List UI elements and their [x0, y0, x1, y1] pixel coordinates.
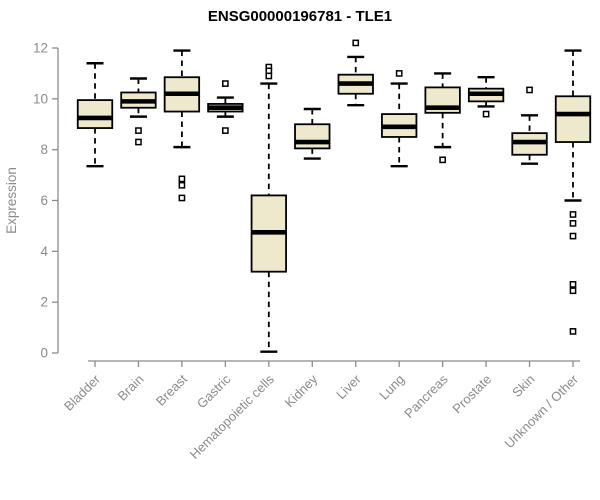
x-tick-label-pancreas: Pancreas	[401, 371, 451, 421]
x-tick-label-breast: Breast	[153, 371, 190, 408]
iqr-box	[554, 95, 592, 143]
outlier-point	[135, 127, 142, 134]
x-tick-label-gastric: Gastric	[194, 371, 234, 411]
y-tick-label: 2	[40, 295, 48, 310]
y-axis-title: Expression	[4, 167, 19, 234]
iqr-box	[294, 123, 331, 150]
outlier-point	[178, 175, 186, 183]
x-tick-label-brain: Brain	[115, 372, 147, 404]
outlier-point	[135, 138, 142, 146]
outlier-point	[569, 328, 577, 335]
outlier-point	[222, 127, 229, 134]
outlier-point	[569, 232, 577, 240]
y-tick-label: 12	[33, 41, 48, 56]
y-tick-label: 0	[40, 346, 48, 361]
box-gastric	[207, 80, 244, 134]
outlier-point	[439, 156, 446, 164]
x-tick-label-unknown-other: Unknown / Other	[502, 371, 582, 451]
x-tick-label-bladder: Bladder	[61, 371, 104, 414]
y-tick-label: 10	[33, 91, 48, 106]
box-lung	[381, 70, 418, 168]
x-tick-label-lung: Lung	[376, 372, 407, 403]
y-tick-label: 4	[40, 244, 48, 259]
box-bladder	[76, 62, 114, 168]
box-prostate	[467, 76, 505, 118]
y-tick-label: 8	[40, 142, 48, 157]
outlier-point	[526, 86, 533, 94]
outlier-point	[569, 281, 577, 288]
x-tick-label-liver: Liver	[333, 371, 364, 402]
x-tick-label-hematopoietic-cells: Hematopoietic cells	[187, 371, 278, 462]
outlier-point	[395, 70, 403, 77]
chart-title: ENSG00000196781 - TLE1	[207, 8, 393, 25]
outlier-point	[482, 110, 490, 118]
box-brain	[120, 77, 157, 146]
outlier-point	[569, 287, 577, 295]
iqr-box	[76, 99, 114, 129]
outlier-point	[569, 211, 577, 218]
box-hematopoietic-cells	[250, 63, 287, 353]
x-tick-label-prostate: Prostate	[449, 372, 494, 417]
box-skin	[511, 86, 548, 165]
x-tick-label-kidney: Kidney	[282, 371, 321, 410]
outlier-point	[265, 72, 273, 80]
outlier-point	[222, 80, 229, 87]
box-pancreas	[424, 72, 461, 164]
box-kidney	[294, 107, 331, 160]
x-tick-label-skin: Skin	[509, 372, 537, 400]
y-tick-label: 6	[40, 193, 48, 208]
box-breast	[163, 49, 201, 202]
outlier-point	[178, 194, 186, 202]
box-unknown-other	[554, 49, 592, 335]
outlier-point	[569, 220, 577, 227]
y-axis: 0 2 4 6 8 10 12 Expression	[4, 41, 59, 361]
box-liver	[337, 39, 374, 107]
outlier-point	[352, 39, 360, 47]
outlier-point	[178, 181, 186, 189]
